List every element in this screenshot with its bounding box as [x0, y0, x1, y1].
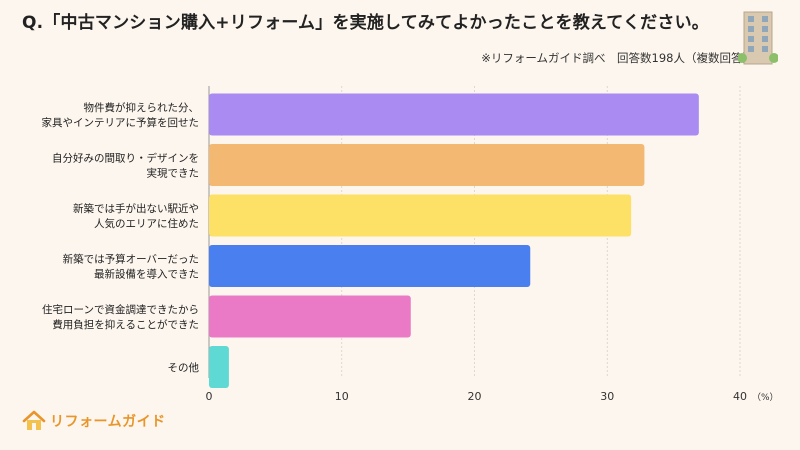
house-icon: [22, 410, 46, 430]
bar-3: [209, 194, 632, 237]
chart-bars: [209, 93, 699, 388]
category-label: 家具やインテリアに予算を回せた: [42, 116, 200, 129]
x-unit-label: （%）: [752, 392, 779, 403]
bar-4: [209, 245, 531, 287]
category-label: 新築では予算オーバーだった: [63, 253, 199, 266]
x-tick-labels: 0 10 20 30 40: [206, 390, 748, 403]
category-label: 物件費が抑えられた分、: [84, 101, 200, 114]
brand-logo: リフォームガイド: [22, 410, 166, 432]
x-tick-label: 0: [206, 390, 213, 403]
category-label: 実現できた: [147, 167, 200, 180]
category-label: 費用負担を抑えることができた: [52, 318, 199, 331]
source-note: ※リフォームガイド調べ 回答数198人（複数回答）: [481, 51, 754, 65]
x-tick-label: 20: [468, 390, 482, 403]
bar-1: [209, 93, 699, 136]
x-tick-label: 40: [733, 390, 747, 403]
bar-2: [209, 144, 645, 186]
bar-5: [209, 295, 411, 338]
category-label: 最新設備を導入できた: [94, 268, 199, 281]
category-label: 住宅ローンで資金調達できたから: [42, 303, 199, 316]
x-tick-label: 10: [335, 390, 349, 403]
x-tick-label: 30: [600, 390, 614, 403]
category-label: その他: [168, 361, 200, 374]
building-icon: [738, 11, 778, 65]
category-labels: 物件費が抑えられた分、家具やインテリアに予算を回せた自分好みの間取り・デザインを…: [42, 101, 200, 374]
bar-6: [209, 346, 229, 388]
category-label: 人気のエリアに住めた: [94, 217, 199, 230]
page-title: Q.「中古マンション購入+リフォーム」を実施してみてよかったことを教えてください…: [22, 13, 709, 33]
category-label: 新築では手が出ない駅近や: [73, 202, 199, 215]
category-label: 自分好みの間取り・デザインを: [52, 152, 199, 165]
logo-text: リフォームガイド: [50, 414, 166, 430]
